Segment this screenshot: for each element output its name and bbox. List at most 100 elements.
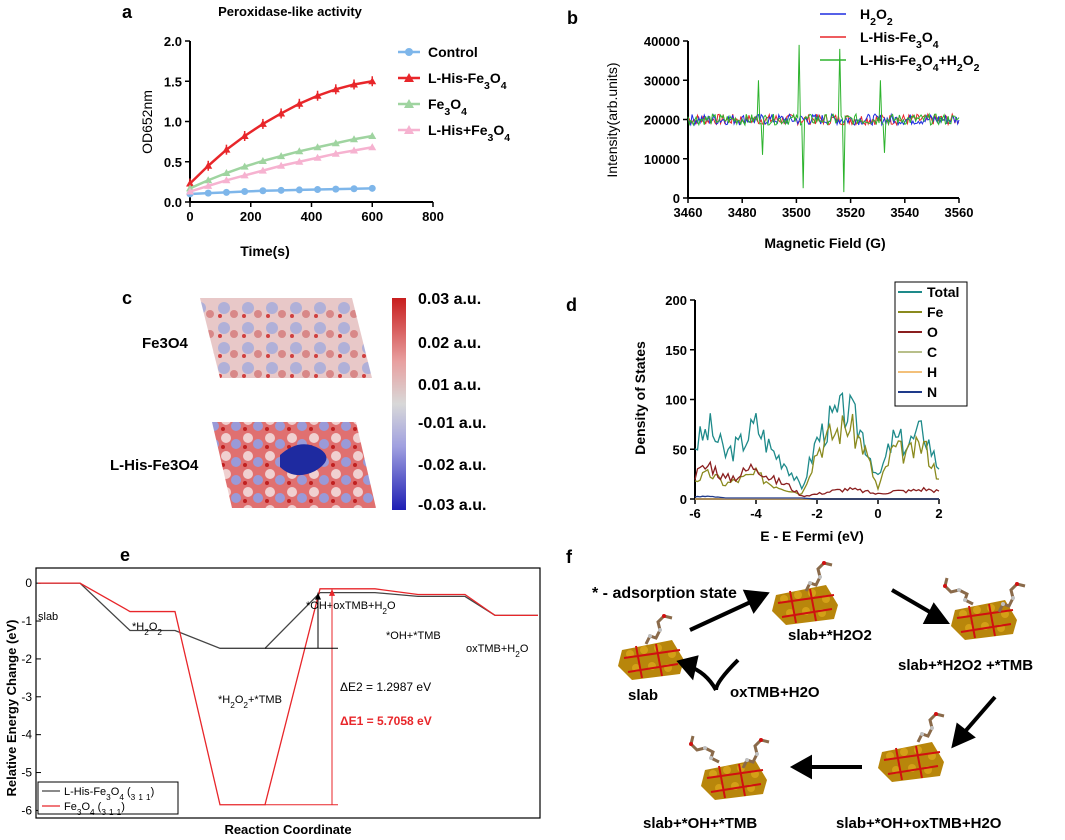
- colorbar-label: 0.01 a.u.: [418, 377, 481, 394]
- data-point: [332, 185, 340, 193]
- panel-label-a: a: [122, 2, 133, 22]
- y-tick-label: -4: [21, 728, 32, 742]
- legend-label: L-His+Fe3O4: [428, 122, 510, 144]
- legend-label: N: [927, 384, 937, 400]
- x-tick-label: 200: [240, 209, 262, 224]
- data-point: [277, 186, 285, 194]
- structure-slab: [617, 612, 685, 681]
- colorbar-label: 0.02 a.u.: [418, 335, 481, 352]
- structure-slab-oh-tmb: [687, 734, 771, 801]
- dE2-arrowhead: [315, 592, 321, 600]
- x-tick-label: -4: [750, 506, 762, 521]
- y-tick-label: -3: [21, 690, 32, 704]
- series-line-0: [38, 582, 538, 649]
- data-point: [331, 149, 340, 157]
- ann-h2o2: *H2O2: [132, 621, 162, 637]
- data-point: [204, 176, 213, 184]
- legend-marker: [404, 99, 414, 108]
- y-tick-label: 0.0: [164, 195, 182, 210]
- y-tick-label: 100: [665, 393, 687, 408]
- x-tick-label: 400: [301, 209, 323, 224]
- y-tick-label: 20000: [644, 113, 680, 128]
- cycle-arrows: [676, 588, 997, 780]
- legend-label: C: [927, 344, 937, 360]
- data-point: [241, 188, 249, 196]
- x-tick-label: -6: [689, 506, 701, 521]
- x-tick-label: 0: [874, 506, 881, 521]
- state-slab-oh-oxtmb: slab+*OH+oxTMB+H2O: [836, 815, 1002, 832]
- y-tick-label: -6: [21, 803, 32, 817]
- data-point: [313, 143, 322, 151]
- x-tick-label: 600: [361, 209, 383, 224]
- y-tick-label: 1.5: [164, 74, 182, 89]
- chart-a-title: Peroxidase-like activity: [218, 4, 363, 19]
- state-slab-oh-tmb: slab+*OH+*TMB: [643, 815, 757, 832]
- legend-marker: [405, 48, 413, 56]
- colorbar-label: -0.01 a.u.: [418, 415, 486, 432]
- data-point: [368, 184, 376, 192]
- legend-marker: [404, 73, 414, 82]
- structure-slab-oh-oxtmb: [877, 710, 946, 783]
- y-tick-label: 40000: [644, 34, 680, 49]
- y-tick-label: 1.0: [164, 115, 182, 130]
- ann-h2o2-tmb: *H2O2+*TMB: [218, 694, 282, 710]
- x-tick-label: 800: [422, 209, 444, 224]
- data-point: [258, 166, 267, 174]
- x-tick-label: 3540: [890, 205, 919, 220]
- ann-slab: slab: [38, 611, 58, 623]
- lhis-molecule-blob: [280, 444, 327, 476]
- series-line-0: [694, 391, 940, 491]
- x-tick-label: 3500: [782, 205, 811, 220]
- data-point: [259, 187, 267, 195]
- y-tick-label: -2: [21, 652, 32, 666]
- data-point: [350, 185, 358, 193]
- legend-box: [894, 281, 968, 407]
- chart-d-xlabel: E - E Fermi (eV): [760, 528, 863, 544]
- legend-label: Fe: [927, 304, 944, 320]
- ann-dE2: ΔE2 = 1.2987 eV: [340, 680, 431, 694]
- legend-label: O: [927, 324, 938, 340]
- legend-label: L-His-Fe3O4: [428, 70, 507, 92]
- y-tick-label: -1: [21, 614, 32, 628]
- y-tick-label: 200: [665, 293, 687, 308]
- lhis-fe3o4-label: L-His-Fe3O4: [110, 457, 199, 474]
- y-tick-label: -5: [21, 766, 32, 780]
- data-point: [314, 186, 322, 194]
- x-tick-label: 3520: [836, 205, 865, 220]
- series-line-2: [694, 460, 940, 498]
- legend-box: [37, 781, 179, 815]
- structure-slab-h2o2-tmb: [941, 576, 1027, 641]
- data-point: [331, 139, 340, 147]
- y-tick-label: 150: [665, 343, 687, 358]
- data-point: [222, 188, 230, 196]
- legend-label: Fe3O4: [428, 96, 467, 118]
- legend-label: Total: [927, 284, 959, 300]
- data-point: [204, 181, 213, 189]
- panel-label-e: e: [120, 545, 131, 565]
- x-tick-label: 3560: [945, 205, 974, 220]
- structure-slab-h2o2: [771, 559, 839, 626]
- legend-marker: [404, 125, 414, 134]
- y-tick-label: 0: [680, 492, 687, 507]
- data-point: [350, 146, 359, 154]
- chart-a-ylabel: OD652nm: [139, 90, 155, 154]
- panel-label-f: f: [566, 547, 572, 567]
- legend-label: Control: [428, 44, 478, 60]
- chart-b-xlabel: Magnetic Field (G): [764, 235, 885, 251]
- data-point: [240, 171, 249, 179]
- legend-label: H2O2: [860, 6, 893, 28]
- data-point: [222, 169, 231, 177]
- x-tick-label: 3480: [728, 205, 757, 220]
- fe3o4-label: Fe3O4: [142, 335, 189, 352]
- x-tick-label: 2: [935, 506, 942, 521]
- panel-label-b: b: [567, 8, 578, 28]
- y-tick-label: 30000: [644, 73, 680, 88]
- series-line-2: [687, 44, 960, 193]
- y-tick-label: 2.0: [164, 34, 182, 49]
